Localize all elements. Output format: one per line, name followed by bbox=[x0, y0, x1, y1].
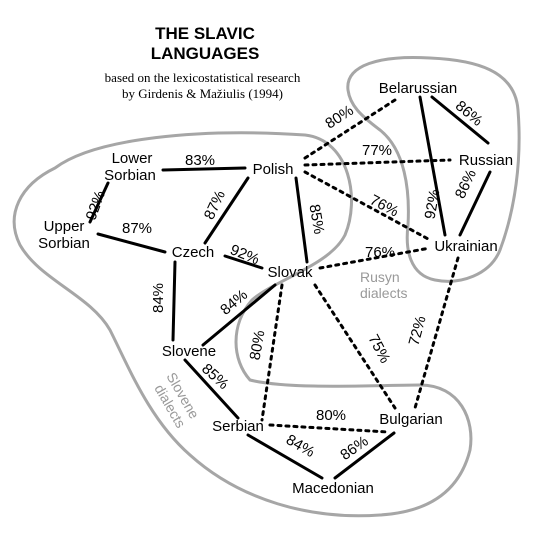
lang-lower-sorbian-line-2: Sorbian bbox=[104, 167, 156, 184]
lang-ukrainian: Ukrainian bbox=[434, 238, 497, 255]
link-polish-belarussian bbox=[303, 98, 397, 160]
lang-belarussian: Belarussian bbox=[379, 80, 457, 97]
label-slovak-slovene: 84% bbox=[217, 286, 251, 318]
label-slovene-serbian: 85% bbox=[198, 360, 232, 393]
link-ukrainian-bulgarian bbox=[413, 256, 460, 410]
lang-macedonian: Macedonian bbox=[292, 480, 374, 497]
label-serbian-bulgarian: 80% bbox=[316, 407, 346, 424]
link-belarussian-ukrainian bbox=[418, 95, 447, 237]
link-slovene-serbian bbox=[183, 358, 240, 420]
title-line-2: LANGUAGES bbox=[150, 44, 260, 63]
link-slovak-bulgarian bbox=[313, 283, 397, 410]
link-polish-ukrainian bbox=[303, 170, 432, 242]
lang-upper-sorbian-line-2: Sorbian bbox=[38, 235, 90, 252]
lang-slovak: Slovak bbox=[267, 264, 313, 281]
label-czech-slovak: 92% bbox=[228, 241, 262, 268]
label-belarussian-russian: 86% bbox=[452, 97, 486, 129]
link-slovak-serbian bbox=[260, 283, 284, 422]
label-polish-czech: 87% bbox=[201, 188, 229, 222]
solid-links bbox=[88, 95, 492, 480]
lang-slovene: Slovene bbox=[162, 343, 216, 360]
language-labels: Lower Sorbian Upper Sorbian Polish Czech… bbox=[38, 80, 513, 497]
link-lower-sorbian-upper-sorbian bbox=[88, 181, 110, 224]
rusyn-dialects-label-line-2: dialects bbox=[360, 285, 407, 301]
label-russian-ukrainian: 86% bbox=[452, 167, 480, 201]
link-macedonian-bulgarian bbox=[333, 431, 396, 480]
label-lower-sorbian-upper-sorbian: 92% bbox=[83, 188, 109, 222]
label-polish-russian: 77% bbox=[362, 142, 392, 159]
lang-bulgarian: Bulgarian bbox=[379, 411, 442, 428]
link-polish-slovak bbox=[294, 176, 309, 264]
link-upper-sorbian-czech bbox=[96, 232, 167, 254]
subtitle-line-2: by Girdenis & Mažiulis (1994) bbox=[121, 86, 284, 101]
link-lower-sorbian-polish bbox=[161, 166, 247, 172]
label-belarussian-ukrainian: 92% bbox=[422, 188, 444, 221]
lang-polish: Polish bbox=[253, 161, 294, 178]
east-slavic-outline bbox=[346, 56, 521, 283]
link-czech-slovene bbox=[171, 260, 177, 342]
link-czech-slovak bbox=[223, 254, 264, 270]
label-serbian-macedonian: 84% bbox=[283, 431, 318, 461]
title-line-1: THE SLAVIC bbox=[155, 24, 255, 43]
lang-czech: Czech bbox=[172, 244, 215, 261]
lang-russian: Russian bbox=[459, 152, 513, 169]
subtitle-line-1: based on the lexicostatistical research bbox=[104, 70, 301, 85]
label-lower-sorbian-polish: 83% bbox=[185, 152, 215, 169]
link-polish-russian bbox=[303, 158, 452, 167]
west-south-slavic-outline bbox=[12, 131, 473, 518]
link-belarussian-russian bbox=[430, 95, 490, 145]
link-serbian-bulgarian bbox=[268, 423, 390, 434]
link-slovak-slovene bbox=[201, 283, 277, 347]
label-czech-slovene: 84% bbox=[150, 283, 167, 313]
dotted-links bbox=[260, 98, 460, 434]
link-polish-czech bbox=[203, 176, 250, 245]
link-serbian-macedonian bbox=[246, 433, 324, 480]
lang-lower-sorbian-line-1: Lower bbox=[112, 150, 153, 167]
label-ukrainian-bulgarian: 72% bbox=[406, 314, 430, 347]
link-russian-ukrainian bbox=[458, 170, 492, 237]
label-slovak-bulgarian: 75% bbox=[364, 332, 393, 366]
label-macedonian-bulgarian: 86% bbox=[337, 433, 371, 464]
rusyn-dialects-label-line-1: Rusyn bbox=[360, 269, 400, 285]
lang-serbian: Serbian bbox=[212, 418, 264, 435]
lang-upper-sorbian-line-1: Upper bbox=[44, 218, 85, 235]
label-upper-sorbian-czech: 87% bbox=[122, 220, 152, 237]
label-slovak-serbian: 80% bbox=[247, 329, 269, 362]
link-slovak-ukrainian bbox=[318, 246, 432, 270]
label-polish-slovak: 85% bbox=[305, 203, 327, 236]
label-slovak-ukrainian: 76% bbox=[365, 244, 395, 261]
